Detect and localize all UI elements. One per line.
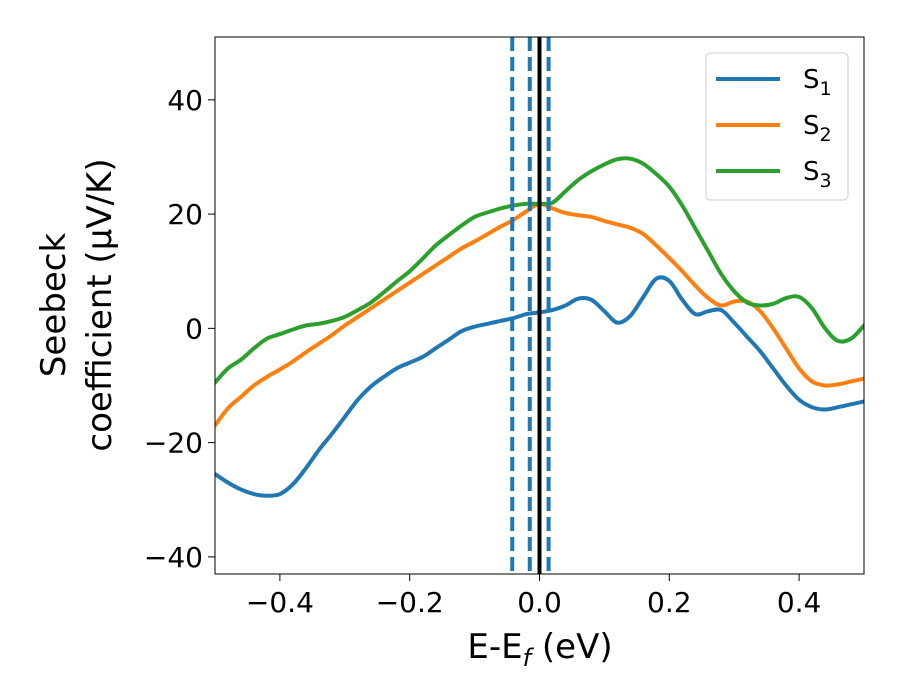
legend-label-s2: S2 — [803, 111, 832, 146]
y-tick-label: −20 — [144, 427, 203, 460]
x-axis-label: E-Ef (eV) — [467, 627, 612, 672]
y-axis: −40 −20 0 20 40 — [144, 84, 215, 574]
x-tick-label: −0.4 — [246, 586, 314, 619]
legend-label-s1: S1 — [803, 65, 832, 100]
x-axis-label-tail: (eV) — [531, 627, 613, 667]
y-tick-label: 0 — [185, 312, 203, 345]
y-axis-label: Seebeck coefficient (μV/K) — [34, 158, 120, 451]
x-tick-label: 0.0 — [517, 586, 562, 619]
x-axis-label-main: E-E — [467, 627, 522, 667]
y-axis-label-line2: coefficient (μV/K) — [80, 158, 120, 451]
x-tick-label: 0.4 — [777, 586, 822, 619]
x-tick-label: −0.2 — [376, 586, 444, 619]
vertical-reference-lines — [510, 37, 551, 574]
x-axis: −0.4 −0.2 0.0 0.2 0.4 — [246, 574, 821, 619]
legend-label-s3: S3 — [803, 157, 832, 192]
y-tick-label: 20 — [167, 198, 203, 231]
legend: S1 S2 S3 — [705, 52, 849, 201]
y-tick-label: 40 — [167, 84, 203, 117]
y-axis-label-line1: Seebeck — [34, 233, 74, 378]
x-tick-label: 0.2 — [647, 586, 692, 619]
y-tick-label: −40 — [144, 541, 203, 574]
